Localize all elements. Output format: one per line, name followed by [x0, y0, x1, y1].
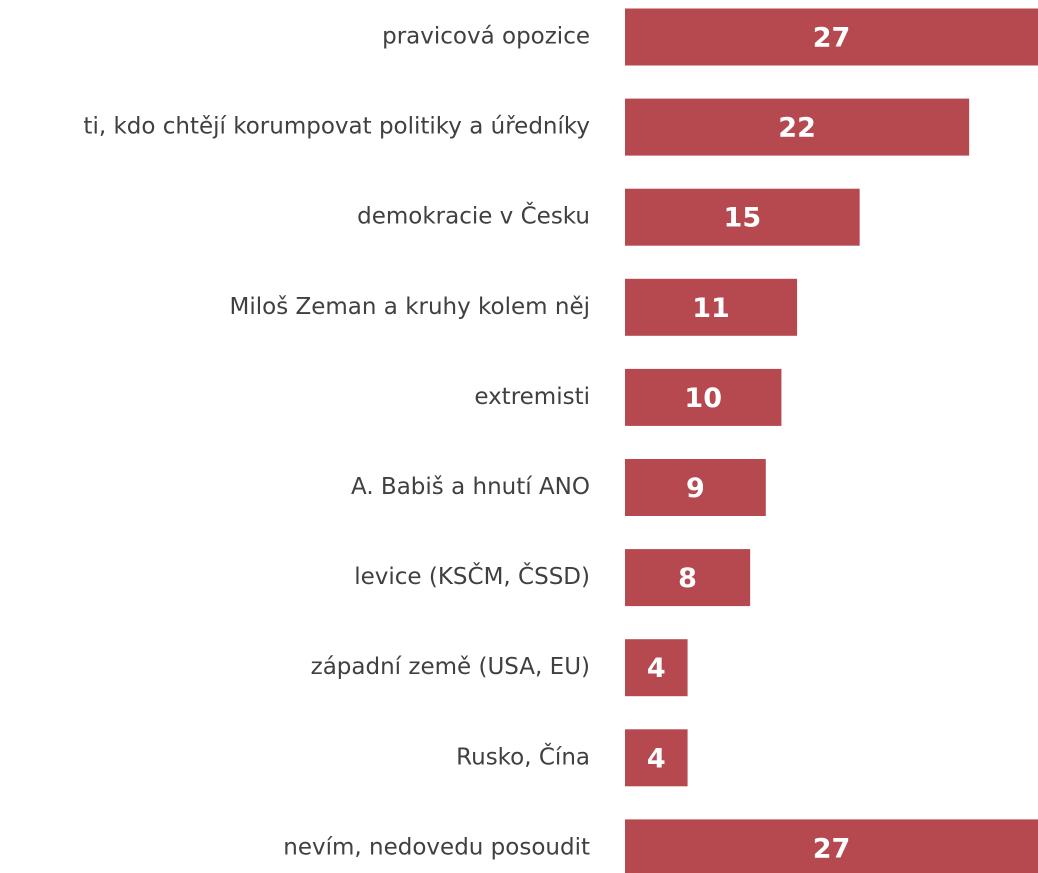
category-label: Rusko, Čína — [456, 742, 590, 770]
value-label: 27 — [813, 23, 851, 54]
bar — [625, 459, 766, 516]
value-label: 15 — [724, 203, 762, 234]
value-label: 10 — [684, 383, 722, 414]
bar — [625, 368, 782, 426]
value-label: 4 — [647, 743, 666, 774]
bar — [625, 8, 1038, 66]
category-label: levice (KSČM, ČSSD) — [354, 562, 590, 590]
category-label: Miloš Zeman a kruhy kolem něj — [230, 294, 591, 320]
value-label: 27 — [813, 833, 851, 864]
category-label: A. Babiš a hnutí ANO — [351, 474, 590, 500]
value-label: 22 — [778, 113, 816, 144]
category-label: extremisti — [474, 384, 590, 410]
bar — [625, 98, 970, 156]
category-label: demokracie v Česku — [357, 202, 590, 230]
bar — [625, 549, 751, 607]
value-label: 9 — [686, 473, 705, 504]
category-label: ti, kdo chtějí korumpovat politiky a úře… — [83, 114, 590, 140]
category-label: nevím, nedovedu posoudit — [283, 834, 590, 860]
value-label: 4 — [647, 653, 666, 684]
value-label: 8 — [678, 563, 697, 594]
value-label: 11 — [692, 293, 730, 324]
category-label: západní země (USA, EU) — [311, 654, 590, 680]
bar — [625, 819, 1038, 873]
category-label: pravicová opozice — [382, 24, 590, 50]
bar — [625, 188, 860, 246]
bar — [625, 278, 798, 336]
bar — [625, 729, 688, 787]
bar — [625, 639, 688, 697]
